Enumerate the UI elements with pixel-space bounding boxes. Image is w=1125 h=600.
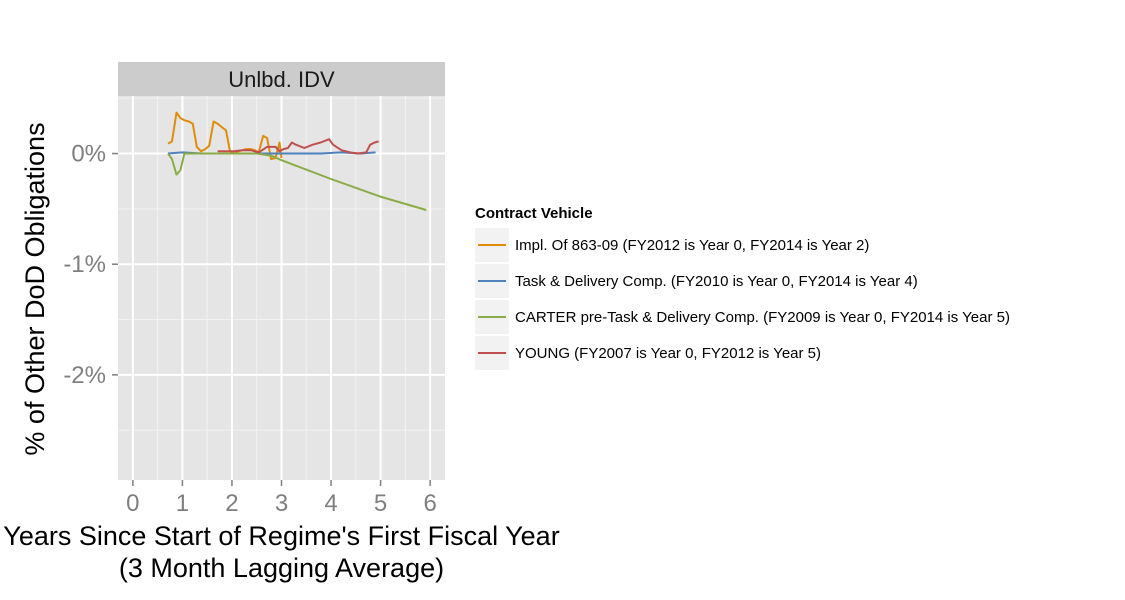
y-axis: 0% -1% -2%	[63, 141, 118, 389]
series-line-4	[217, 138, 379, 155]
x-tick-label: 0	[126, 490, 139, 517]
legend: Contract Vehicle Impl. Of 863-09 (FY2012…	[475, 205, 1010, 370]
series-line-1	[167, 111, 283, 161]
legend-title: Contract Vehicle	[475, 205, 593, 222]
x-tick-label: 4	[324, 490, 337, 517]
facet-strip	[118, 62, 445, 96]
legend-items: Impl. Of 863-09 (FY2012 is Year 0, FY201…	[475, 228, 1010, 370]
y-tick-label: -1%	[63, 251, 106, 278]
series-line-3	[167, 152, 427, 211]
legend-label: CARTER pre-Task & Delivery Comp. (FY2009…	[515, 309, 1010, 326]
y-axis-title: % of Other DoD Obligations	[20, 122, 50, 455]
legend-label: Impl. Of 863-09 (FY2012 is Year 0, FY201…	[515, 237, 869, 254]
facet-strip-label: Unlbd. IDV	[228, 67, 335, 92]
legend-label: YOUNG (FY2007 is Year 0, FY2012 is Year …	[515, 345, 821, 362]
legend-label: Task & Delivery Comp. (FY2010 is Year 0,…	[515, 273, 918, 290]
x-axis: 0 1 2 3 4 5 6	[126, 480, 437, 517]
x-tick-label: 5	[374, 490, 387, 517]
y-tick-label: -2%	[63, 362, 106, 389]
y-tick-label: 0%	[71, 141, 106, 168]
x-tick-label: 1	[176, 490, 189, 517]
x-axis-title: Years Since Start of Regime's First Fisc…	[3, 521, 559, 551]
x-tick-label: 2	[225, 490, 238, 517]
x-tick-label: 3	[275, 490, 288, 517]
x-tick-label: 6	[423, 490, 436, 517]
x-axis-title-line2: (3 Month Lagging Average)	[119, 553, 444, 583]
series-lines	[167, 111, 427, 211]
